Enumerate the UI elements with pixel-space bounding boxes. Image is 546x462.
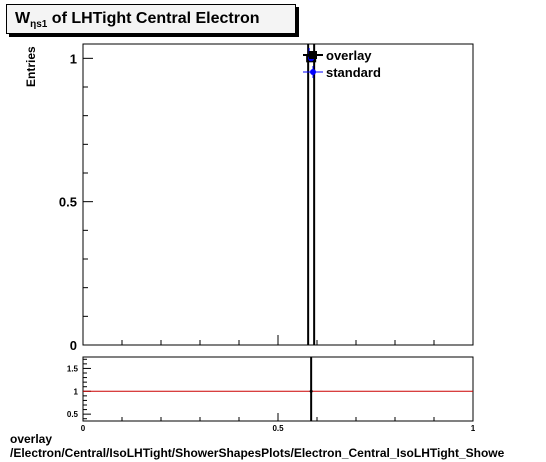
- legend-overlay-label: overlay: [326, 48, 372, 63]
- y-tick-label: 0.5: [59, 195, 77, 210]
- ratio-y-tick-label: 0.5: [67, 410, 79, 419]
- legend-standard-label: standard: [326, 65, 381, 80]
- title-subscript: ηs1: [30, 19, 48, 31]
- ratio-x-tick-label: 0: [81, 424, 86, 433]
- main-plot-frame: [82, 43, 474, 346]
- ratio-x-tick-label: 0.5: [272, 424, 284, 433]
- legend-overlay-marker: [309, 51, 317, 59]
- ratio-y-tick-label: 1: [74, 387, 79, 396]
- chart-title: Wηs1 of LHTight Central Electron: [6, 4, 296, 34]
- title-rest: of LHTight Central Electron: [47, 10, 260, 27]
- footer-line-2: /Electron/Central/IsoLHTight/ShowerShape…: [10, 446, 505, 460]
- legend-standard-marker: [310, 69, 316, 75]
- ratio-x-tick-label: 1: [471, 424, 476, 433]
- y-tick-label: 1: [70, 51, 77, 66]
- y-tick-label: 0: [70, 338, 77, 353]
- ratio-plot-frame: [82, 356, 474, 422]
- ratio-point: [309, 389, 313, 393]
- footer-line-1: overlay: [10, 432, 53, 446]
- footer: overlay /Electron/Central/IsoLHTight/Sho…: [10, 432, 546, 460]
- title-main: W: [15, 10, 31, 27]
- ratio-y-tick-label: 1.5: [67, 364, 79, 373]
